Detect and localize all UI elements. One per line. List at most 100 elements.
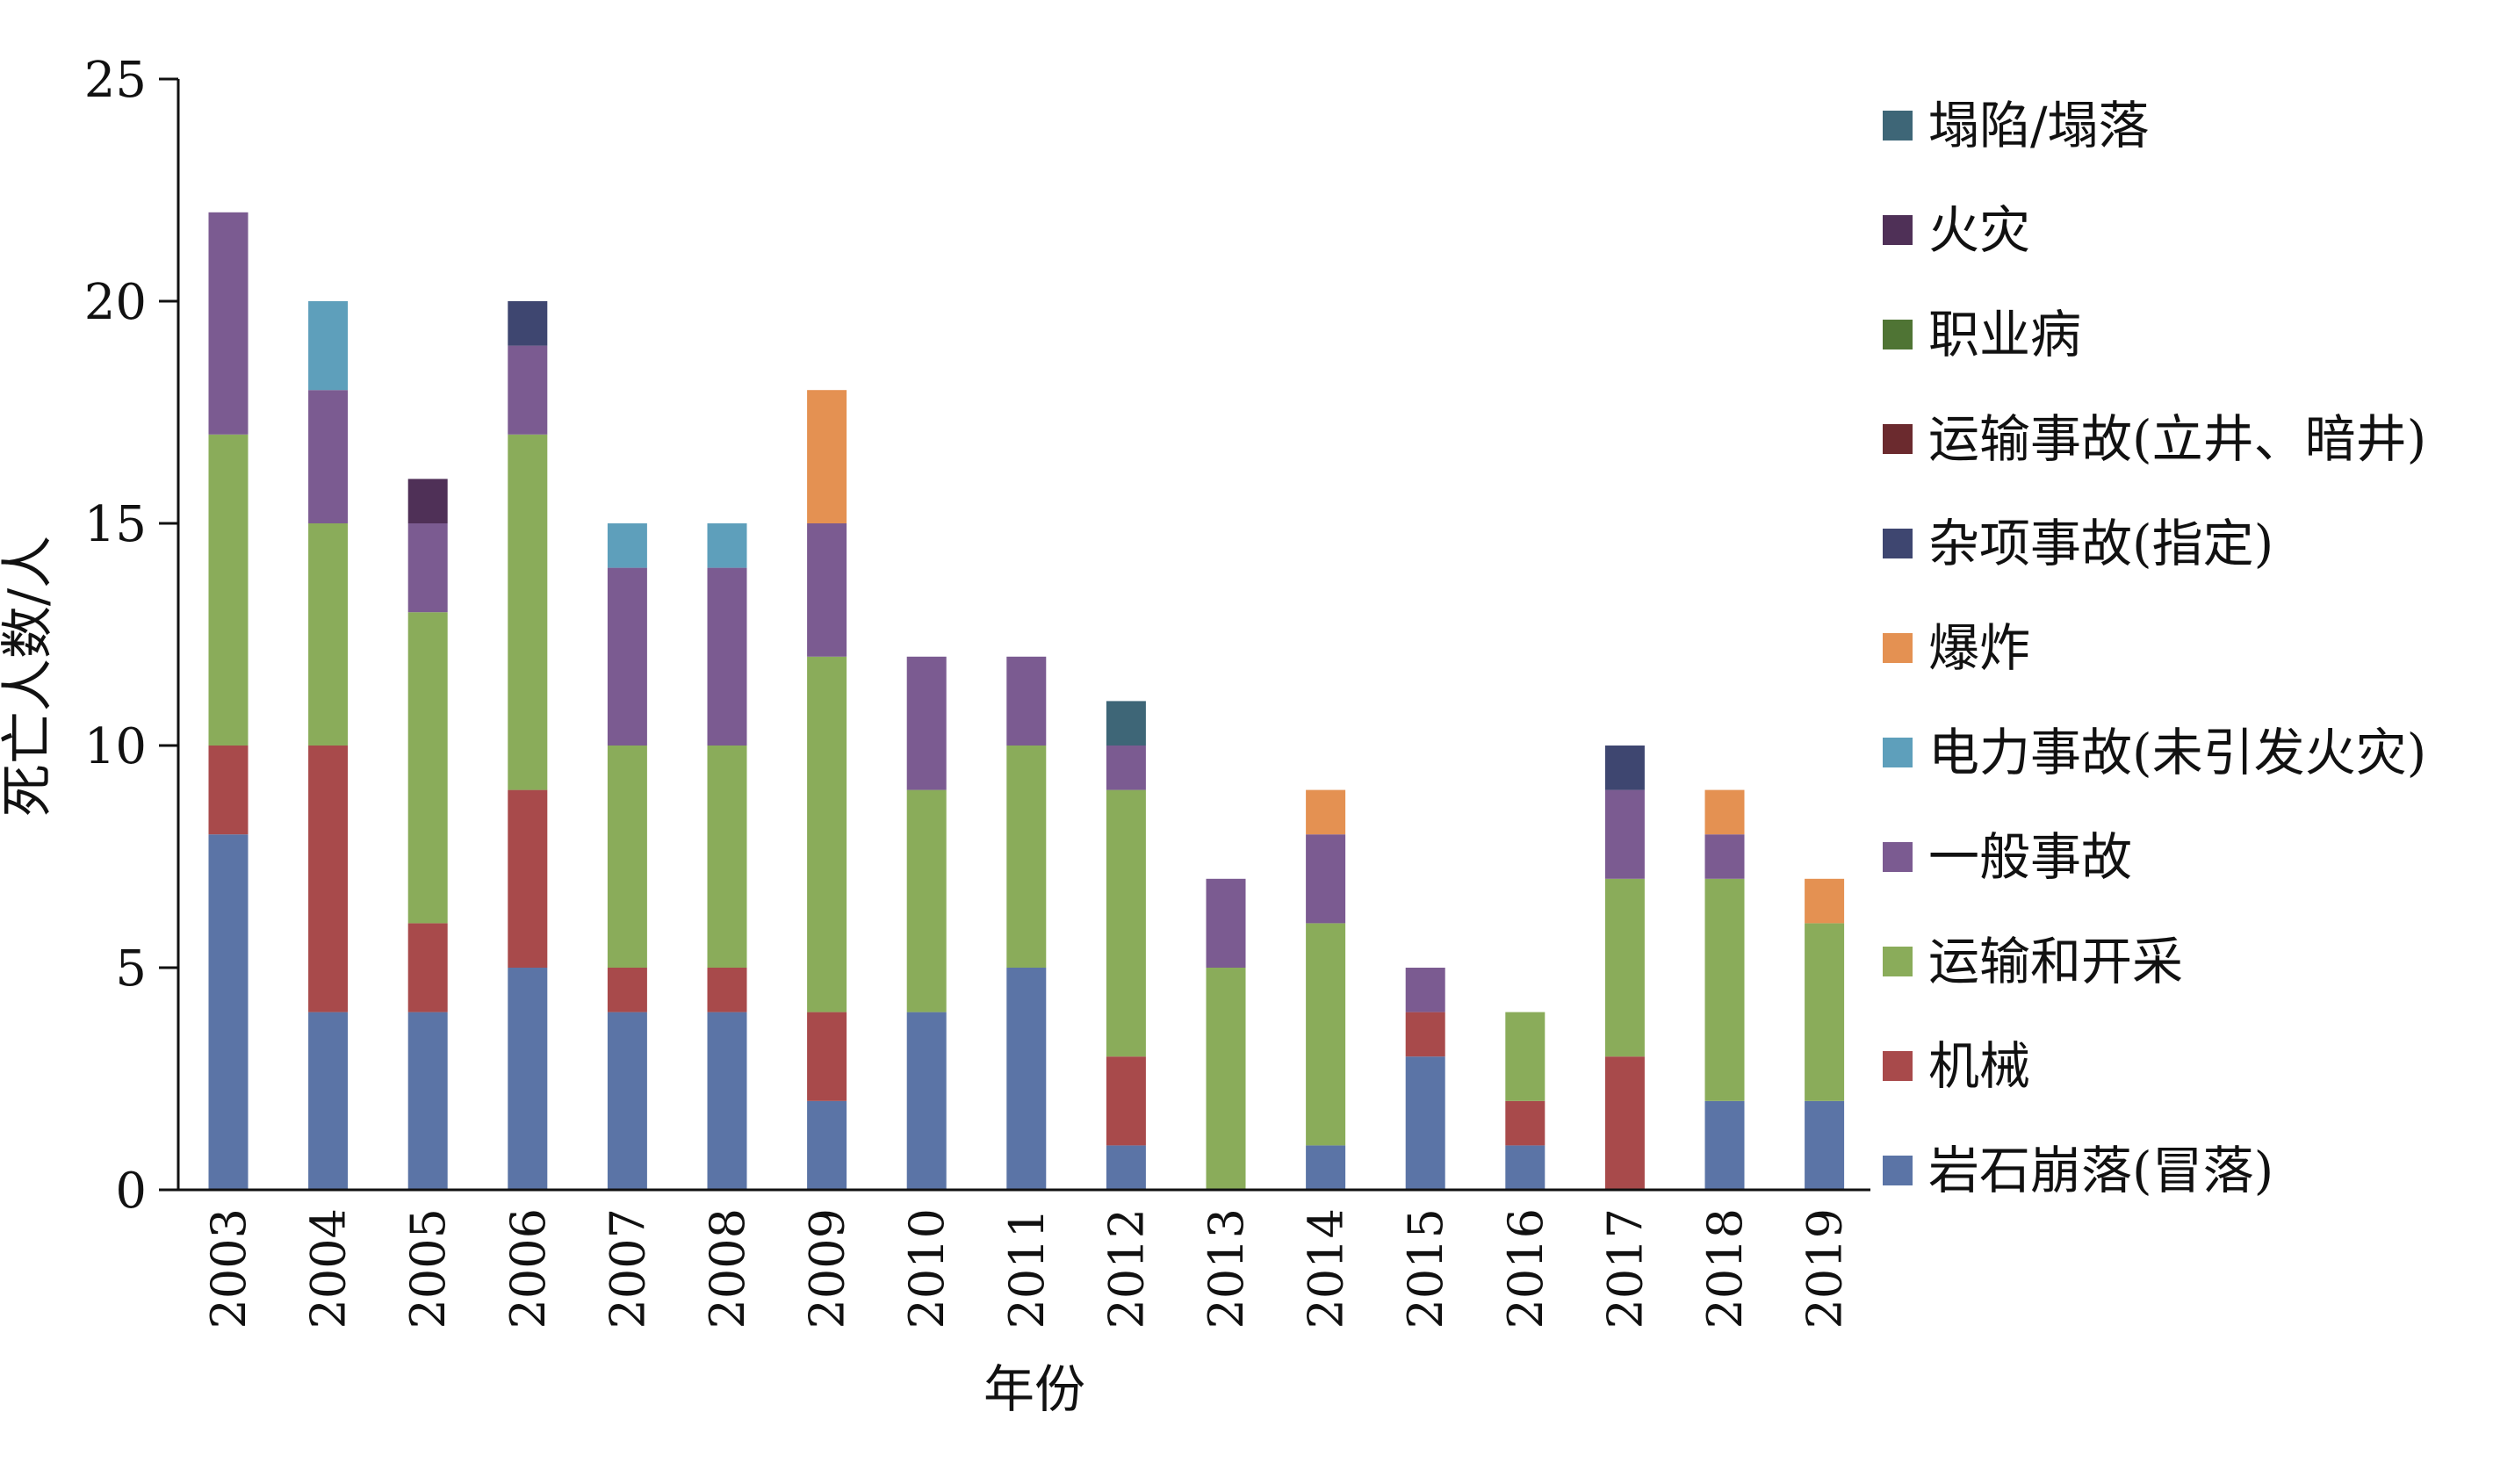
- bar-segment: [1106, 746, 1146, 790]
- y-tick-label: 15: [84, 496, 147, 553]
- bar-segment: [1106, 1056, 1146, 1146]
- x-tick-label: 2008: [700, 1208, 755, 1329]
- bar-segment: [508, 345, 548, 435]
- bar-segment: [1505, 1100, 1546, 1146]
- bar-segment: [1006, 656, 1047, 746]
- bar-segment: [807, 656, 847, 1012]
- legend-label: 塌陷/塌落: [1928, 96, 2150, 155]
- bar-segment: [1206, 968, 1246, 1190]
- bar-segment: [407, 523, 448, 613]
- legend-swatch: [1883, 320, 1913, 349]
- legend-label: 运输和开采: [1928, 932, 2183, 991]
- bar-segment: [807, 390, 847, 523]
- legend-label: 职业病: [1928, 305, 2081, 364]
- bar-segment: [607, 567, 647, 746]
- y-tick-label: 10: [84, 718, 147, 775]
- bar-segment: [1505, 1145, 1546, 1190]
- x-tick-label: 2007: [600, 1208, 655, 1329]
- x-axis-label: 年份: [984, 1359, 1085, 1419]
- bar-segment: [1704, 1100, 1745, 1190]
- bar-segment: [1306, 1145, 1346, 1190]
- bar-segment: [308, 390, 349, 523]
- x-tick-label: 2013: [1199, 1208, 1254, 1329]
- bar-segment: [1306, 834, 1346, 924]
- bar-segment: [906, 656, 947, 790]
- bar-segment: [508, 968, 548, 1190]
- legend-label: 爆炸: [1928, 618, 2030, 678]
- legend-swatch: [1883, 529, 1913, 558]
- bar-segment: [1604, 789, 1645, 879]
- y-ticks: 0 5 10 15 20 25: [84, 52, 178, 1220]
- bar-segment: [1306, 923, 1346, 1146]
- legend-swatch: [1883, 111, 1913, 140]
- bar-segment: [1604, 1056, 1645, 1190]
- y-tick-label: 0: [115, 1163, 147, 1220]
- x-tick-label: 2005: [400, 1208, 456, 1329]
- bar-segment: [1505, 1012, 1546, 1101]
- bar-segment: [508, 434, 548, 790]
- legend-swatch: [1883, 842, 1913, 872]
- bar-segment: [607, 746, 647, 968]
- bar-segment: [1106, 789, 1146, 1057]
- bar-segment: [407, 612, 448, 924]
- bar-segment: [1805, 878, 1845, 924]
- legend-swatch: [1883, 424, 1913, 454]
- bar-segment: [1006, 746, 1047, 968]
- y-axis-label: 死亡人数/人: [0, 536, 59, 817]
- x-tick-label: 2019: [1798, 1208, 1853, 1329]
- bar-segment: [308, 1012, 349, 1190]
- x-tick-label: 2011: [999, 1208, 1055, 1329]
- bar-segment: [1805, 923, 1845, 1101]
- bar-segment: [1106, 701, 1146, 746]
- bar-segment: [308, 301, 349, 391]
- legend-label: 岩石崩落(冒落): [1928, 1141, 2273, 1200]
- legend-swatch: [1883, 738, 1913, 767]
- bar-segment: [208, 434, 249, 746]
- x-tick-label: 2015: [1398, 1208, 1453, 1329]
- bar-segment: [707, 1012, 747, 1190]
- bar-segment: [407, 923, 448, 1012]
- bar-segment: [508, 301, 548, 346]
- bar-segment: [1704, 834, 1745, 879]
- bar-segment: [707, 746, 747, 968]
- bar-segment: [607, 1012, 647, 1190]
- legend-swatch: [1883, 215, 1913, 245]
- bar-segment: [407, 1012, 448, 1190]
- bars-layer: [208, 212, 1845, 1190]
- x-tick-label: 2016: [1498, 1208, 1553, 1329]
- x-tick-label: 2010: [899, 1208, 955, 1329]
- legend-swatch: [1883, 1156, 1913, 1185]
- bar-segment: [1604, 878, 1645, 1057]
- x-tick-label: 2009: [800, 1208, 855, 1329]
- bar-segment: [707, 968, 747, 1012]
- legend-label: 运输事故(立井、暗井): [1928, 409, 2426, 469]
- x-tick-label: 2006: [501, 1208, 556, 1329]
- bar-segment: [308, 746, 349, 1012]
- y-tick-label: 25: [84, 52, 147, 109]
- bar-segment: [208, 834, 249, 1190]
- legend-label: 火灾: [1928, 200, 2030, 260]
- legend-swatch: [1883, 947, 1913, 976]
- bar-segment: [607, 968, 647, 1012]
- bar-segment: [1805, 1100, 1845, 1190]
- legend-label: 电力事故(未引发火灾): [1928, 723, 2426, 782]
- bar-segment: [807, 1100, 847, 1190]
- legend-swatch: [1883, 633, 1913, 663]
- bar-segment: [308, 523, 349, 746]
- bar-segment: [208, 746, 249, 835]
- bar-segment: [1604, 746, 1645, 790]
- legend-swatch: [1883, 1051, 1913, 1081]
- legend-label: 机械: [1928, 1036, 2030, 1096]
- y-tick-label: 20: [84, 274, 147, 331]
- bar-segment: [1206, 878, 1246, 968]
- bar-segment: [1405, 1056, 1445, 1190]
- x-tick-label: 2003: [201, 1208, 256, 1329]
- bar-segment: [208, 212, 249, 435]
- bar-segment: [508, 789, 548, 968]
- bar-segment: [1006, 968, 1047, 1190]
- x-tick-label: 2014: [1299, 1208, 1354, 1329]
- bar-segment: [707, 523, 747, 568]
